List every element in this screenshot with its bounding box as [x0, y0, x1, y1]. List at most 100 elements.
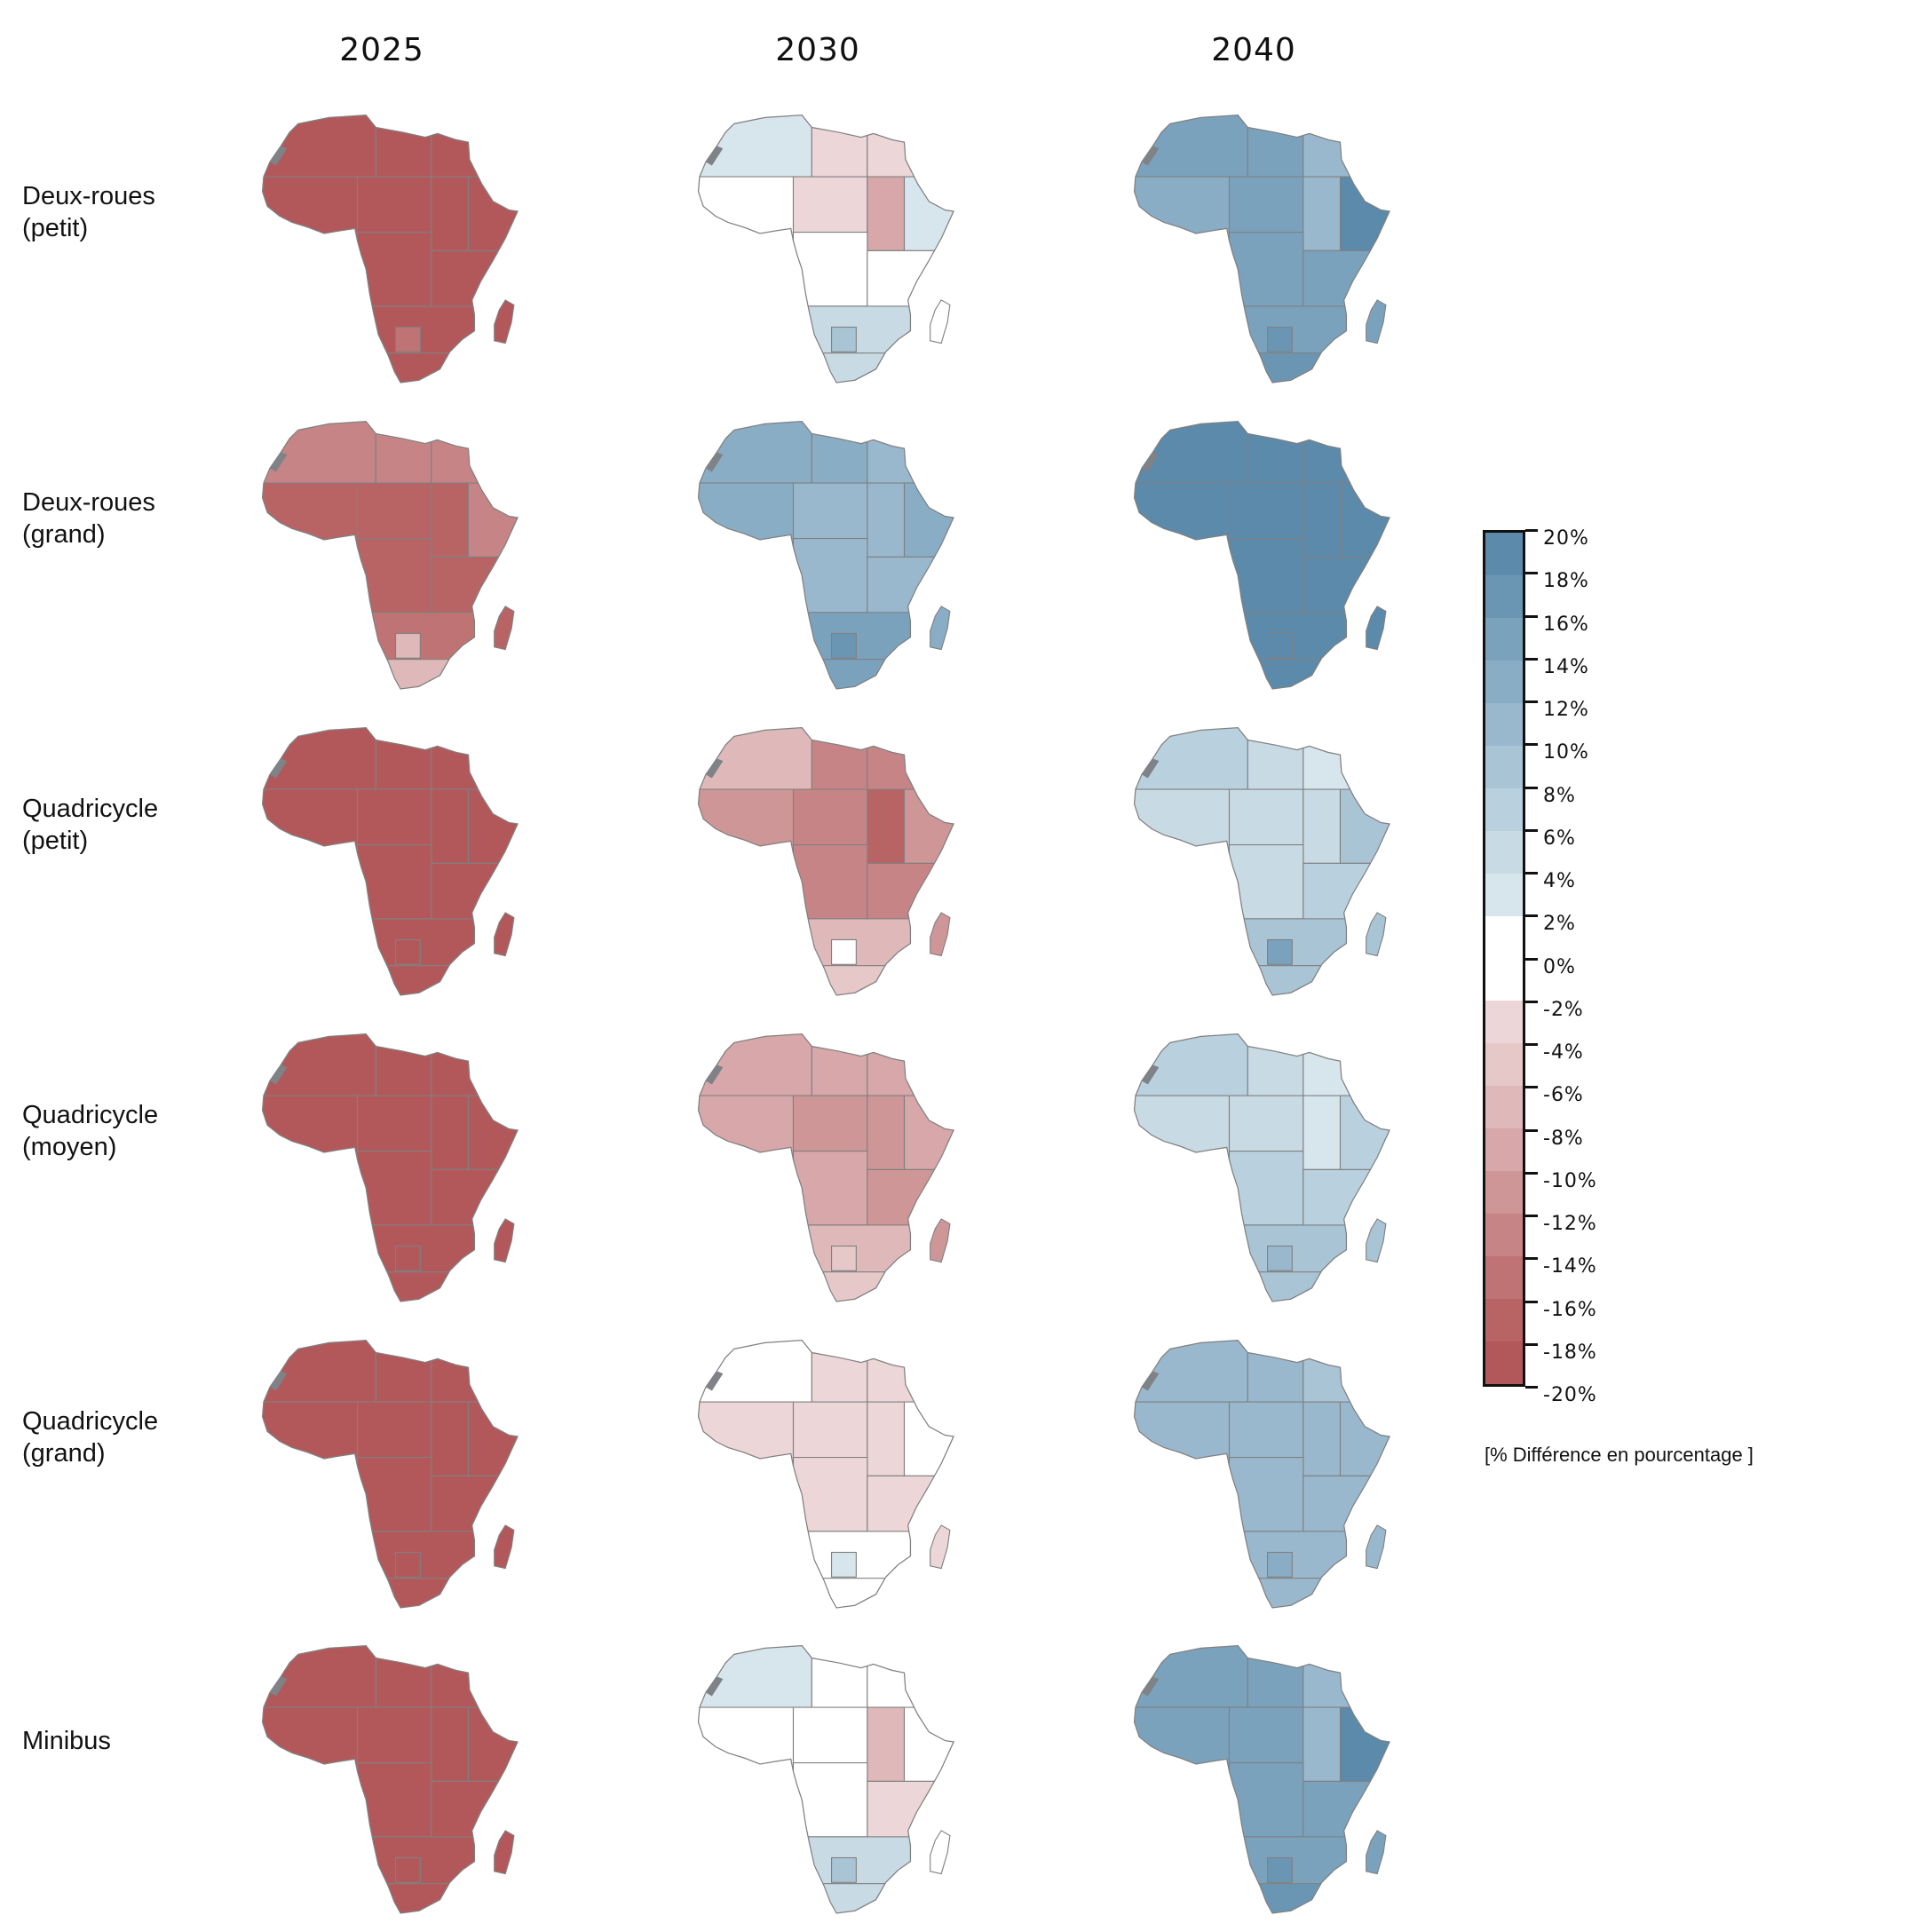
legend-swatch — [1485, 873, 1523, 916]
madagascar-region — [494, 1218, 515, 1263]
legend-tick-mark — [1525, 657, 1538, 661]
country-region — [1134, 1095, 1231, 1170]
madagascar-region — [494, 1524, 515, 1570]
country-region — [375, 115, 432, 178]
legend-tick-label: 6% — [1543, 827, 1576, 850]
legend-tick-mark — [1525, 1000, 1538, 1003]
country-region — [867, 1645, 954, 1708]
country-region — [1228, 538, 1304, 613]
madagascar-region — [494, 1830, 515, 1875]
legend-tick-mark — [1525, 1086, 1538, 1089]
country-region — [1303, 421, 1390, 484]
country-region — [1303, 1706, 1342, 1782]
legend-swatch — [1485, 1171, 1523, 1215]
western-sahara-region — [269, 1676, 288, 1697]
legend-tick-mark — [1525, 700, 1538, 703]
legend-tick-mark — [1525, 743, 1538, 747]
madagascar-region — [1366, 1830, 1387, 1875]
africa-map-2030 — [697, 1339, 954, 1609]
country-region — [903, 176, 954, 251]
africa-map-2040 — [1133, 1644, 1390, 1914]
legend-tick-label: 16% — [1543, 613, 1589, 636]
legend-swatch — [1485, 958, 1523, 1001]
country-region — [792, 1095, 868, 1152]
country-region — [811, 115, 868, 178]
column-header-2030: 2030 — [775, 32, 860, 68]
legend-tick-mark — [1525, 572, 1538, 575]
country-region — [798, 965, 899, 995]
country-region — [1234, 352, 1335, 383]
country-region — [1339, 788, 1390, 864]
country-region — [1134, 1401, 1231, 1476]
country-region — [431, 421, 519, 484]
country-region — [1134, 727, 1248, 790]
legend-tick-mark — [1525, 1171, 1538, 1175]
country-region — [1134, 1033, 1248, 1096]
country-region — [1339, 1706, 1390, 1782]
western-sahara-region — [1141, 1064, 1160, 1085]
country-region — [1134, 421, 1248, 484]
legend-tick-mark — [1525, 1300, 1538, 1303]
country-region — [698, 1033, 812, 1096]
legend-swatch — [1485, 915, 1523, 959]
legend-tick-label: -6% — [1543, 1084, 1584, 1107]
country-region — [1303, 1340, 1390, 1403]
country-region — [375, 727, 432, 790]
country-region — [867, 1706, 906, 1782]
country-region — [356, 844, 432, 920]
country-region — [356, 1457, 432, 1532]
country-region — [792, 788, 868, 846]
country-region — [262, 1645, 376, 1708]
country-region — [262, 176, 359, 251]
continent-outline — [261, 1339, 519, 1609]
africa-map-2030 — [697, 726, 954, 996]
africa-map-2025 — [261, 420, 519, 690]
legend-swatch — [1485, 1256, 1523, 1300]
continent-outline — [1133, 420, 1390, 690]
legend-tick-label: 20% — [1543, 527, 1589, 550]
country-region — [811, 1340, 868, 1403]
country-region — [867, 1401, 906, 1476]
country-region — [1228, 1151, 1304, 1226]
legend-swatch — [1485, 1299, 1523, 1342]
country-region — [395, 1551, 421, 1578]
country-region — [831, 1856, 857, 1883]
africa-map-2030 — [697, 1644, 954, 1914]
country-region — [1303, 482, 1342, 558]
country-region — [867, 727, 954, 790]
madagascar-region — [930, 299, 951, 344]
country-region — [262, 1095, 359, 1170]
country-region — [798, 1883, 899, 1913]
country-region — [798, 1578, 899, 1608]
madagascar-region — [930, 1524, 951, 1570]
western-sahara-region — [269, 1064, 288, 1085]
country-region — [867, 421, 954, 484]
africa-map-2025 — [261, 1339, 519, 1609]
legend-tick-label: 10% — [1543, 741, 1589, 764]
legend-tick-mark — [1525, 529, 1538, 532]
column-header-2040: 2040 — [1211, 32, 1296, 68]
country-region — [698, 1401, 795, 1476]
legend-swatch — [1485, 617, 1523, 661]
country-region — [431, 1401, 470, 1476]
country-region — [467, 1706, 519, 1782]
continent-outline — [261, 726, 519, 996]
legend-swatch — [1485, 1086, 1523, 1129]
legend-swatch — [1485, 533, 1523, 575]
country-region — [903, 1401, 954, 1476]
western-sahara-region — [705, 758, 724, 779]
country-region — [903, 788, 954, 864]
country-region — [792, 231, 868, 307]
legend-tick-label: 0% — [1543, 955, 1576, 978]
country-region — [1134, 482, 1231, 558]
country-region — [431, 176, 470, 251]
legend-tick-mark — [1525, 914, 1538, 918]
country-region — [1339, 1095, 1390, 1170]
country-region — [1228, 1762, 1304, 1838]
madagascar-region — [930, 1218, 951, 1263]
country-region — [1303, 1033, 1390, 1096]
country-region — [698, 115, 812, 178]
country-region — [467, 1095, 519, 1170]
country-region — [811, 1645, 868, 1708]
country-region — [375, 1033, 432, 1096]
